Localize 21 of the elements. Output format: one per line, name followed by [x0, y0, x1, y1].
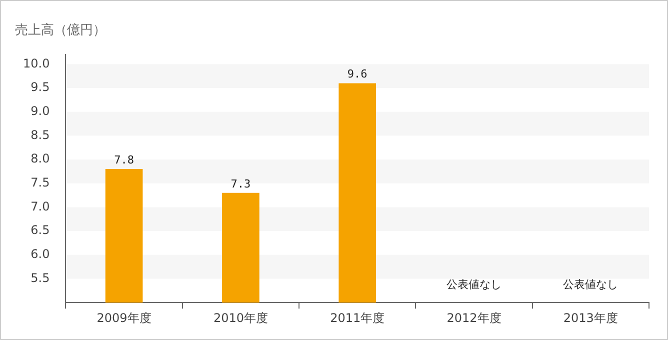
y-tick-label: 10.0 — [23, 56, 50, 70]
annotation: 公表値なし — [563, 278, 618, 291]
data-label: 7.8 — [114, 153, 134, 166]
x-tick-label: 2012年度 — [446, 310, 502, 325]
x-tick-label: 2009年度 — [96, 310, 152, 325]
x-tick-label: 2013年度 — [563, 310, 618, 325]
y-tick-label: 6.5 — [30, 223, 50, 238]
y-tick-label: 9.0 — [30, 104, 50, 118]
x-tick-label: 2011年度 — [330, 310, 385, 325]
x-tick-label: 2010年度 — [213, 310, 268, 325]
y-tick-label: 5.5 — [30, 270, 50, 285]
data-label: 7.3 — [230, 177, 251, 190]
y-tick-label: 8.5 — [30, 128, 50, 142]
y-tick-label: 7.0 — [30, 199, 50, 214]
data-label: 9.6 — [347, 68, 368, 81]
y-tick-label: 9.5 — [30, 80, 50, 94]
y-tick-label: 8.0 — [30, 152, 50, 166]
chart-title: 売上高（億円） — [15, 22, 106, 38]
y-tick-label: 7.5 — [30, 175, 50, 190]
y-tick-label: 6.0 — [30, 247, 50, 262]
annotation: 公表値なし — [446, 278, 502, 291]
